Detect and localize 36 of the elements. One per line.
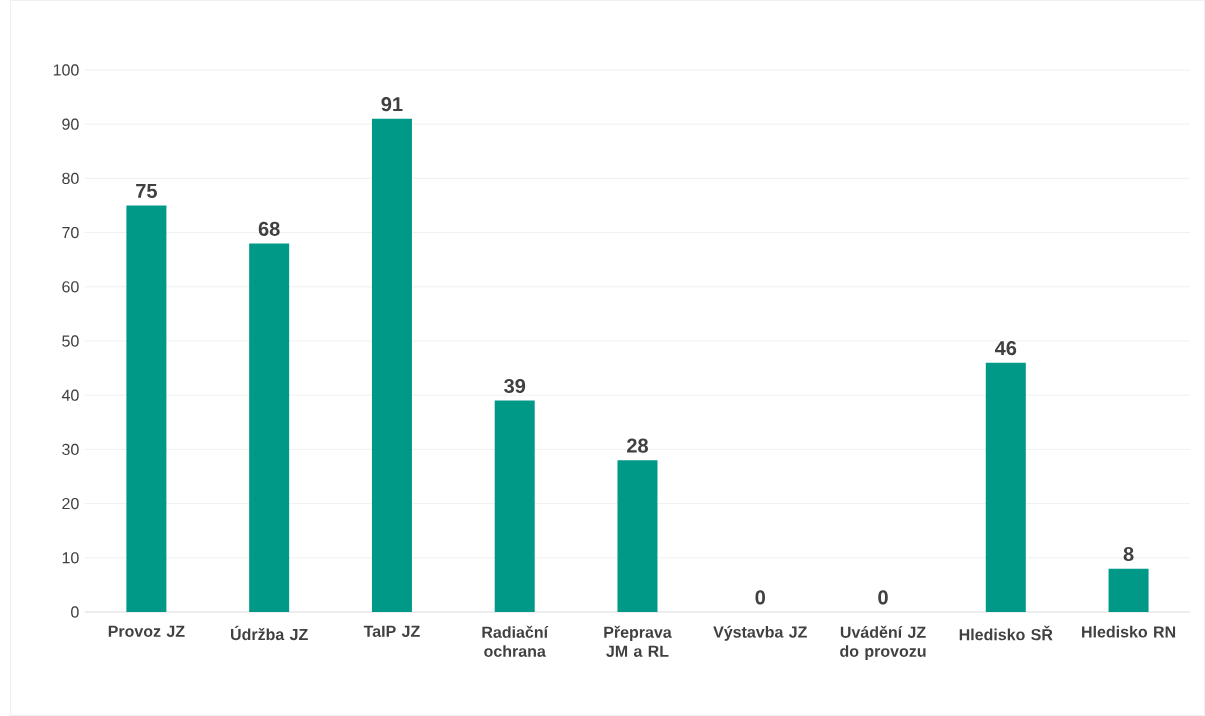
y-tick-label: 100 [53, 64, 79, 76]
x-tick-label: TaIP JZ [363, 625, 420, 637]
data-label: 68 [258, 221, 280, 236]
x-tick-label: Provoz JZ [108, 625, 185, 637]
y-tick-label: 90 [62, 118, 79, 130]
y-tick-label: 20 [62, 497, 79, 510]
y-tick-label: 70 [62, 226, 79, 239]
y-tick-label: 10 [62, 552, 79, 564]
data-label: 28 [627, 438, 648, 453]
data-label: 75 [136, 184, 157, 198]
bar [494, 400, 535, 612]
bar [126, 205, 167, 612]
x-tick-label: Hledisko RN [1082, 625, 1176, 638]
y-tick-label: 40 [61, 389, 79, 401]
x-tick-label: Radiační ochrana [482, 625, 549, 657]
x-tick-label: Výstavba JZ [713, 625, 807, 641]
y-tick-label: 0 [71, 606, 79, 618]
y-tick-label: 60 [62, 281, 79, 293]
bar [617, 460, 658, 612]
x-tick-label: Údržba JZ [231, 625, 308, 641]
y-tick-label: 30 [62, 443, 79, 456]
y-tick-label: 50 [62, 335, 79, 347]
data-label: 39 [504, 378, 526, 394]
data-label: 8 [1123, 546, 1134, 562]
bar [249, 243, 290, 612]
bar [985, 362, 1026, 612]
data-label: 0 [878, 590, 888, 605]
x-tick-label: Hledisko SŘ [959, 625, 1053, 641]
y-tick-label: 80 [62, 172, 79, 185]
bar [1108, 568, 1149, 612]
data-label: 46 [994, 340, 1017, 356]
x-tick-label: Uvádění JZ do provozu [840, 625, 926, 661]
x-tick-label: Přeprava JM a RL [604, 625, 672, 657]
bar [371, 118, 412, 612]
data-label: 91 [381, 97, 403, 112]
data-label: 0 [755, 590, 765, 605]
